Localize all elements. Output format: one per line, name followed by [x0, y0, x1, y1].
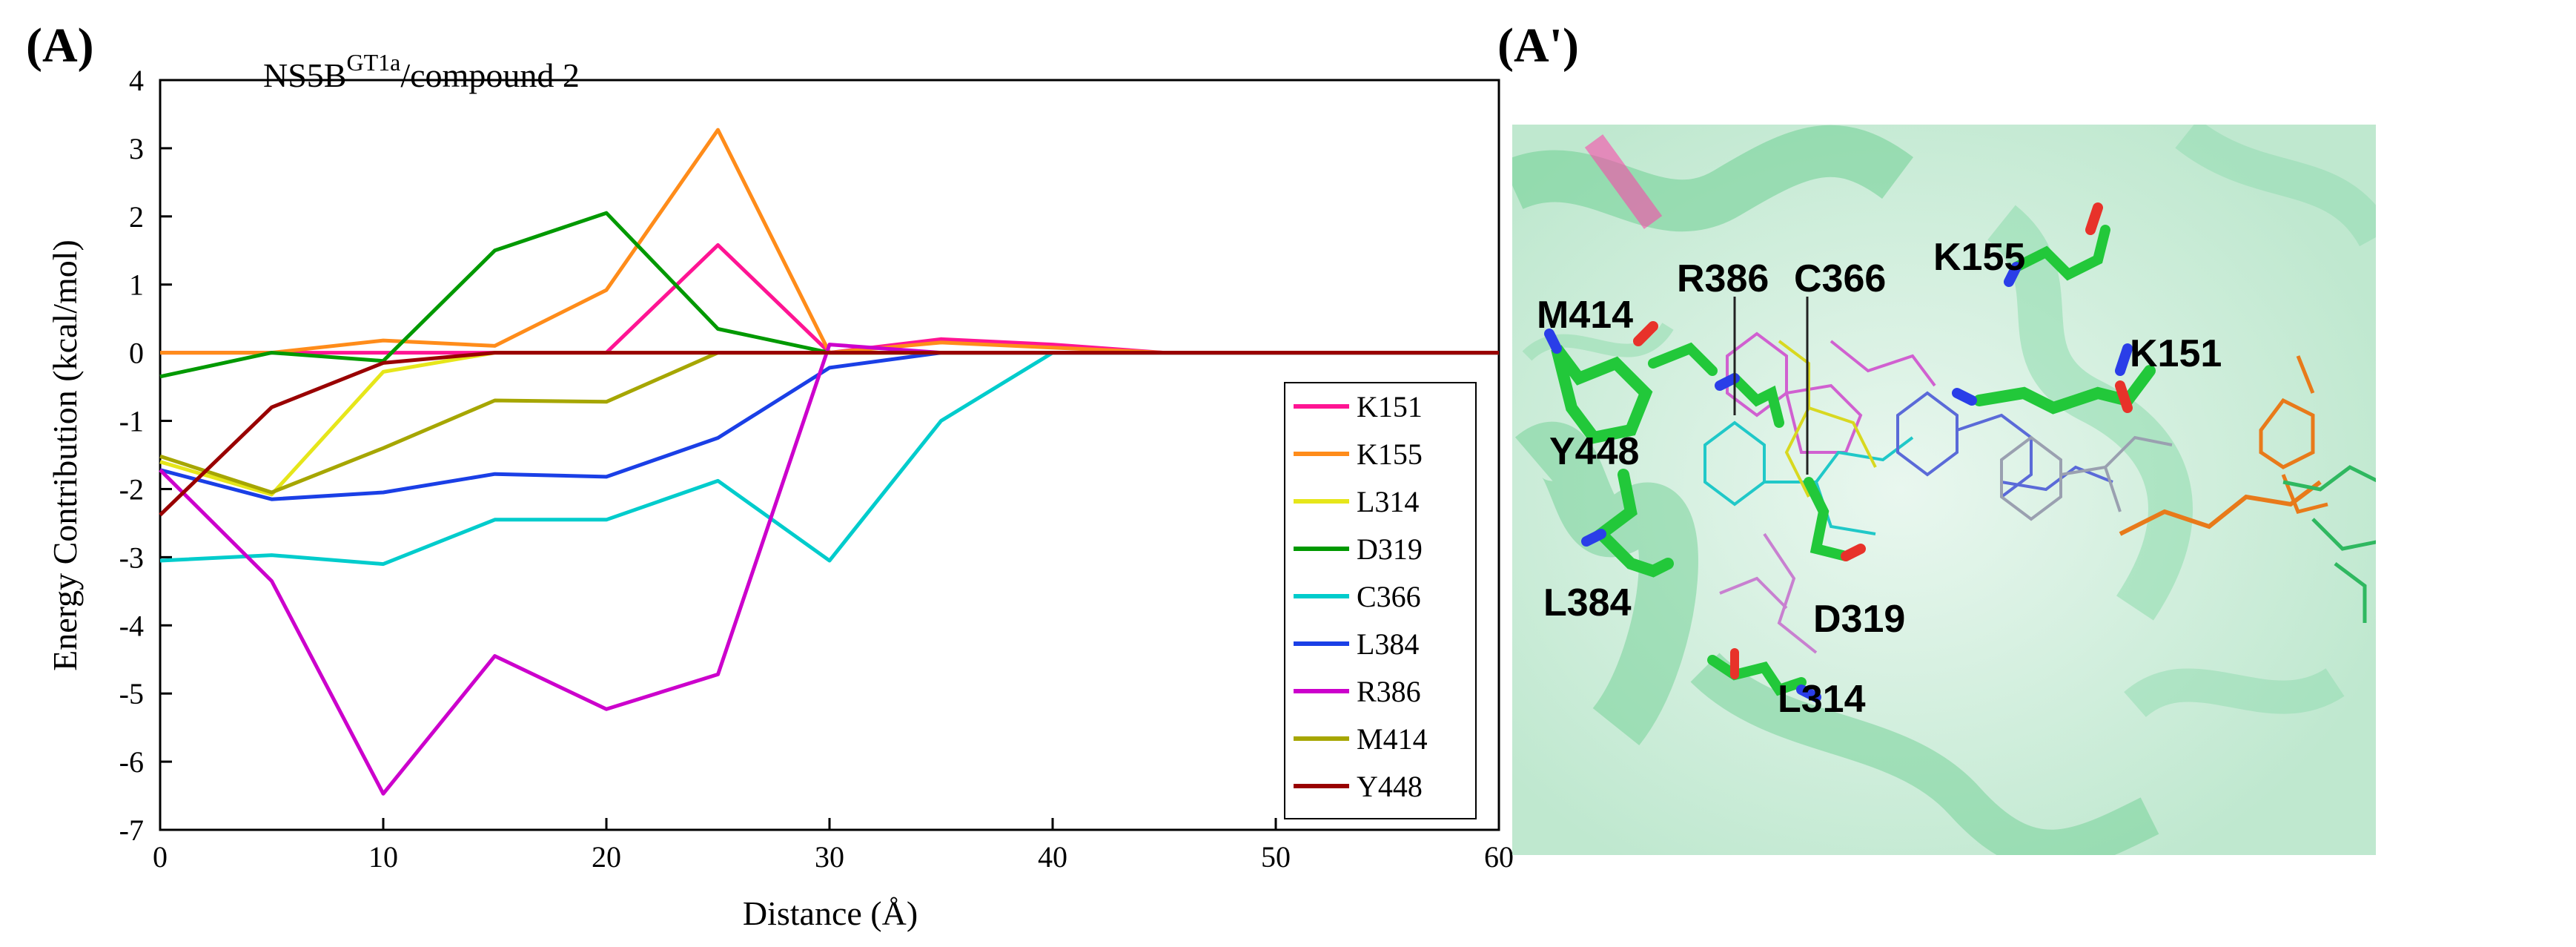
panel-label-a: (A) — [26, 19, 94, 73]
residue-stick — [1648, 342, 1718, 376]
helix-ribbon — [1690, 653, 2159, 855]
residue-label-c366: C366 — [1794, 257, 1886, 300]
y-tick-label: 4 — [129, 64, 144, 97]
y-axis-ticks: -7 -6 -5 -4 -3 -2 -1 0 1 2 3 4 — [119, 64, 172, 847]
x-tick-label: 30 — [815, 840, 844, 874]
legend-label-c366: C366 — [1357, 580, 1421, 613]
series-line-k155 — [160, 128, 1499, 355]
residue-stick — [1715, 373, 1740, 391]
ligand-wire — [1778, 340, 1877, 498]
y-tick-label: 0 — [129, 337, 144, 370]
legend-label-r386: R386 — [1357, 675, 1421, 708]
residue-label-l314: L314 — [1778, 678, 1866, 721]
helix-ribbon — [1515, 421, 1698, 745]
residue-label-l384: L384 — [1543, 581, 1632, 624]
y-tick-label: -5 — [119, 677, 144, 710]
residue-stick — [2004, 262, 2022, 287]
chart-title: NS5BGT1a/compound 2 — [263, 49, 580, 94]
residue-stick — [2115, 343, 2133, 376]
series-line-k151 — [160, 242, 1499, 355]
residue-label-y448: Y448 — [1549, 430, 1639, 473]
x-axis-title: Distance (Å) — [743, 894, 918, 932]
residue-stick — [1841, 544, 1866, 561]
y-tick-label: 2 — [129, 200, 144, 234]
x-tick-label: 10 — [368, 840, 398, 874]
legend-label-m414: M414 — [1357, 722, 1428, 756]
y-tick-label: -7 — [119, 814, 144, 847]
y-axis-title: Energy Contribution (kcal/mol) — [46, 240, 84, 671]
helix-ribbon — [2175, 125, 2376, 247]
residue-label-m414: M414 — [1537, 294, 1633, 337]
loop-ribbon — [1522, 322, 1674, 361]
residue-label-r386: R386 — [1677, 257, 1769, 300]
x-tick-label: 40 — [1038, 840, 1067, 874]
residue-stick — [2085, 202, 2103, 235]
x-tick-label: 0 — [153, 840, 168, 874]
legend-label-l314: L314 — [1357, 485, 1419, 518]
panel-label-a-prime: (A') — [1497, 19, 1579, 73]
series-lines — [159, 128, 1499, 796]
legend: K151 K155 L314 D319 C366 L384 R386 M414 Y448 — [1284, 382, 1477, 819]
residue-labels: K155 R386 C366 M414 K151 Y448 L384 D319 L314 — [1537, 236, 2222, 721]
residue-stick — [1544, 329, 1562, 354]
structure-background — [1512, 125, 2376, 855]
series-line-d319 — [159, 211, 1499, 379]
residue-stick — [1729, 373, 1784, 428]
y-tick-label: -1 — [119, 405, 144, 438]
legend-items: K151 K155 L314 D319 C366 L384 R386 M414 Y448 — [1294, 390, 1428, 803]
residue-stick — [1633, 321, 1658, 346]
residue-stick — [1592, 469, 1674, 578]
y-tick-label: -3 — [119, 541, 144, 574]
series-line-l384 — [159, 351, 1499, 501]
y-tick-label: -2 — [119, 472, 144, 506]
series-line-r386 — [159, 343, 1499, 796]
residue-stick — [1804, 477, 1851, 561]
residue-stick — [2115, 380, 2133, 413]
residue-stick — [1707, 655, 1807, 696]
x-axis-ticks: 0 10 20 30 40 50 60 — [153, 818, 1514, 874]
y-tick-label: -6 — [119, 745, 144, 779]
legend-label-k155: K155 — [1357, 438, 1423, 471]
ligand-wire — [2282, 465, 2376, 623]
chart-title-superscript: GT1a — [346, 49, 400, 76]
residue-label-k155: K155 — [1933, 236, 2025, 279]
plot-area: -7 -6 -5 -4 -3 -2 -1 0 1 2 3 4 0 10 20 30 40 50 60 — [119, 64, 1514, 874]
ligand-wire — [1726, 331, 1936, 454]
residue-label-k151: K151 — [2130, 332, 2222, 375]
ligand-wire — [2000, 435, 2173, 521]
legend-label-y448: Y448 — [1357, 770, 1423, 803]
residue-stick — [1581, 529, 1606, 547]
legend-label-k151: K151 — [1357, 390, 1423, 423]
y-tick-label: 3 — [129, 132, 144, 165]
magenta-strand — [1584, 134, 1663, 229]
chart-title-main: NS5B — [263, 56, 346, 94]
protein-structure-view: K155 R386 C366 M414 K151 Y448 L384 D319 L314 — [1512, 125, 2376, 855]
residue-stick — [1973, 365, 2156, 415]
y-tick-label: -4 — [119, 609, 144, 642]
helix-ribbon — [2124, 667, 2345, 718]
residue-stick — [1796, 684, 1821, 702]
helix-ribbon — [1512, 125, 1913, 232]
series-line-y448 — [159, 351, 1499, 517]
residue-stick — [1551, 345, 1653, 444]
chart-title-rest: /compound 2 — [400, 56, 579, 94]
x-tick-label: 50 — [1261, 840, 1291, 874]
legend-label-d319: D319 — [1357, 532, 1423, 566]
residue-stick — [1952, 388, 1977, 406]
ligand-wire — [2259, 355, 2328, 514]
residue-label-d319: D319 — [1813, 598, 1905, 641]
y-tick-label: 1 — [129, 268, 144, 302]
legend-label-l384: L384 — [1357, 627, 1419, 661]
series-line-c366 — [159, 351, 1499, 567]
x-tick-label: 20 — [592, 840, 621, 874]
x-tick-label: 60 — [1484, 840, 1514, 874]
ligand-wire — [1719, 532, 1818, 654]
residue-stick — [2011, 225, 2110, 281]
